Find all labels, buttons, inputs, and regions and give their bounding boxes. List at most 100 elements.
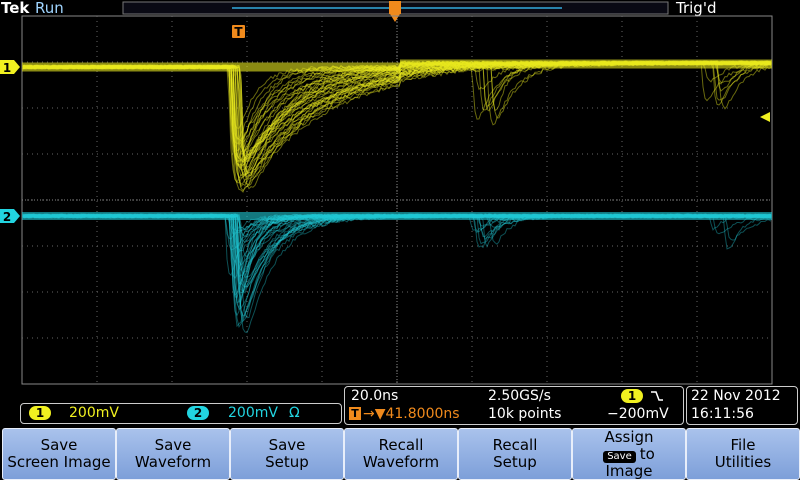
button-label: Save bbox=[154, 436, 192, 454]
horizontal-readout: 20.0ns 2.50GS/s 1 T →▼41.8000ns 10k poin… bbox=[344, 386, 684, 425]
waveform-trace bbox=[22, 213, 772, 319]
waveform-trace bbox=[22, 61, 772, 192]
record-length: 10k points bbox=[488, 406, 562, 422]
menu-button[interactable]: File Utilities bbox=[686, 428, 800, 480]
ch2-marker: 2 bbox=[3, 210, 11, 224]
waveform-trace bbox=[22, 213, 772, 275]
ch2-scale: 200mV bbox=[228, 405, 278, 421]
waveform-trace bbox=[22, 213, 772, 232]
button-label: Waveform bbox=[134, 453, 212, 471]
waveform-trace bbox=[22, 213, 772, 309]
button-chip: Save bbox=[603, 450, 636, 463]
waveform-trace bbox=[22, 60, 772, 176]
button-label: Assign bbox=[604, 427, 654, 446]
waveforms bbox=[22, 59, 772, 334]
waveform-trace bbox=[22, 60, 772, 177]
waveform-trace bbox=[22, 213, 772, 267]
ch1-marker: 1 bbox=[3, 61, 11, 75]
waveform-trace bbox=[22, 213, 772, 245]
button-label: Recall bbox=[492, 436, 538, 454]
time-position: →▼41.8000ns bbox=[363, 406, 460, 422]
ch2-chip: 2 bbox=[187, 406, 209, 420]
waveform-trace bbox=[22, 60, 772, 174]
waveform-trace bbox=[22, 213, 772, 250]
waveform-trace bbox=[22, 60, 772, 155]
waveform-trace bbox=[22, 213, 772, 280]
waveform-trace bbox=[22, 212, 772, 252]
button-label: Waveform bbox=[362, 453, 440, 471]
sample-rate: 2.50GS/s bbox=[488, 388, 551, 404]
waveform-trace bbox=[22, 60, 772, 166]
waveform-trace bbox=[22, 60, 772, 184]
time-scale: 20.0ns bbox=[351, 388, 399, 404]
waveform-trace bbox=[22, 60, 772, 184]
waveform-trace bbox=[22, 213, 772, 264]
ch1-marker-shape bbox=[0, 60, 20, 74]
waveform-trace bbox=[22, 60, 772, 156]
waveform-trace bbox=[22, 213, 772, 288]
ch2-marker-shape bbox=[0, 209, 20, 223]
waveform-trace bbox=[22, 60, 772, 161]
button-label: Save bbox=[268, 436, 306, 454]
waveform-trace bbox=[22, 213, 772, 278]
waveform-trace bbox=[22, 60, 772, 188]
waveform-trace bbox=[22, 60, 772, 142]
waveform-trace bbox=[22, 60, 772, 179]
trigger-status: Trig'd bbox=[675, 0, 716, 17]
waveform-trace bbox=[22, 60, 772, 186]
waveform-trace bbox=[22, 60, 772, 144]
waveform-trace bbox=[22, 60, 772, 164]
waveform-trace bbox=[22, 213, 772, 278]
waveform-trace bbox=[22, 60, 772, 152]
waveform-trace bbox=[22, 213, 772, 286]
waveform-trace bbox=[22, 213, 772, 322]
menu-button[interactable]: Recall Setup bbox=[458, 428, 572, 480]
date: 22 Nov 2012 bbox=[691, 388, 781, 404]
menu-button[interactable]: Save Setup bbox=[230, 428, 344, 480]
button-label: Recall bbox=[378, 436, 424, 454]
trigger-marker-box bbox=[232, 25, 245, 38]
waveform-trace bbox=[22, 213, 772, 294]
waveform-trace bbox=[22, 213, 772, 304]
trigger-slope bbox=[651, 391, 663, 401]
waveform-trace bbox=[22, 213, 772, 334]
menu-button[interactable]: Recall Waveform bbox=[344, 428, 458, 480]
waveform-trace bbox=[22, 213, 772, 317]
waveform-trace bbox=[22, 213, 772, 251]
position-marker: T bbox=[349, 407, 361, 420]
waveform-trace bbox=[22, 212, 771, 257]
waveform-trace bbox=[22, 60, 772, 190]
waveform-trace bbox=[22, 60, 772, 129]
waveform-trace bbox=[22, 213, 772, 245]
waveform-trace bbox=[22, 60, 772, 157]
waveform-trace bbox=[22, 60, 772, 140]
waveform-trace bbox=[22, 213, 772, 305]
waveform-trace bbox=[22, 213, 772, 288]
waveform-trace bbox=[22, 60, 772, 180]
button-label: Image bbox=[605, 461, 653, 480]
trigger-source: 1 bbox=[621, 389, 643, 403]
button-label: Setup bbox=[493, 453, 537, 471]
waveform-trace bbox=[22, 60, 772, 171]
waveform-trace bbox=[22, 213, 772, 297]
waveform-trace bbox=[22, 60, 772, 177]
waveform-trace bbox=[22, 213, 772, 277]
waveform-trace bbox=[22, 60, 772, 146]
ch1-chip: 1 bbox=[29, 406, 51, 420]
ch1-scale: 200mV bbox=[69, 405, 119, 421]
waveform-trace bbox=[22, 60, 772, 193]
waveform-trace bbox=[22, 213, 772, 294]
menu-button[interactable]: Assign Save to Image bbox=[572, 428, 686, 480]
menu-button[interactable]: Save Screen Image bbox=[2, 428, 116, 480]
waveform-trace bbox=[22, 213, 772, 329]
waveform-trace bbox=[22, 212, 772, 272]
menu-button[interactable]: Save Waveform bbox=[116, 428, 230, 480]
waveform-trace bbox=[22, 212, 772, 320]
time: 16:11:56 bbox=[691, 406, 754, 422]
trigger-level-marker bbox=[760, 112, 770, 122]
button-label: Setup bbox=[265, 453, 309, 471]
vertical-readout: 1 200mV 2 200mV Ω bbox=[20, 403, 342, 424]
trigger-level: −200mV bbox=[607, 406, 669, 422]
waveform-trace bbox=[22, 60, 772, 176]
